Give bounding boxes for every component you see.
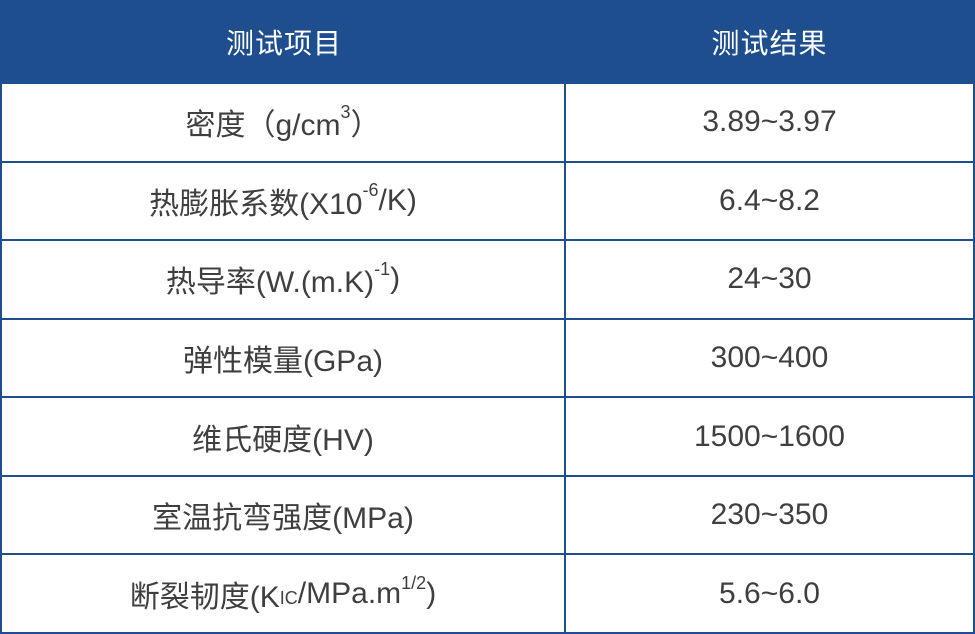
test-result-cell: 3.89~3.97 [702,105,837,139]
table-row: 维氏硬度(HV) 1500~1600 [2,396,973,475]
item-text: 热膨胀系数(X10 [149,187,363,221]
item-text: /MPa.m [297,576,402,610]
test-result-cell: 1500~1600 [694,419,845,453]
table-header-row: 测试项目 测试结果 [2,2,973,82]
test-item-cell: 维氏硬度(HV) [2,398,566,475]
unit-sup: 1/2 [401,573,427,594]
table-row: 热导率(W.(m.K) -1) 24~30 [2,239,973,318]
test-result-cell: 24~30 [727,262,812,296]
test-result-cell: 5.6~6.0 [719,576,820,610]
table-row: 断裂韧度(K IC/MPa.m 1/2) 5.6~6.0 [2,553,973,633]
unit-sup: -1 [374,259,391,280]
table-row: 密度（g/cm 3） 3.89~3.97 [2,82,973,161]
test-item-cell: 断裂韧度(K IC/MPa.m 1/2) [2,555,566,633]
unit-sup: 3 [340,101,351,122]
item-text: ) [390,262,401,296]
test-result-cell: 300~400 [710,341,829,375]
unit-sub: IC [279,588,298,609]
item-text: 弹性模量(GPa) [182,345,383,379]
test-item-cell: 热导率(W.(m.K) -1) [2,241,566,318]
test-item-cell: 密度（g/cm 3） [2,84,566,161]
table-row: 弹性模量(GPa) 300~400 [2,317,973,397]
item-text: 断裂韧度(K [129,580,280,614]
item-text: 热导率(W.(m.K) [165,266,375,300]
table-row: 室温抗弯强度(MPa) 230~350 [2,474,973,554]
test-item-cell: 热膨胀系数(X10 -6/K) [2,162,566,240]
item-text: ) [426,576,437,610]
table-row: 热膨胀系数(X10 -6/K) 6.4~8.2 [2,160,973,240]
test-item-cell: 弹性模量(GPa) [2,319,566,397]
item-text: 维氏硬度(HV) [192,423,374,457]
item-text: 密度（g/cm [185,109,341,143]
test-result-cell: 230~350 [710,498,829,532]
test-item-cell: 室温抗弯强度(MPa) [2,476,566,554]
item-text: /K) [378,183,417,217]
header-test-item: 测试项目 [225,28,342,59]
test-result-cell: 6.4~8.2 [719,183,820,217]
header-test-result: 测试结果 [711,28,828,59]
unit-sup: -6 [362,180,379,201]
item-text: 室温抗弯强度(MPa) [152,502,414,536]
item-text: ） [350,109,381,143]
